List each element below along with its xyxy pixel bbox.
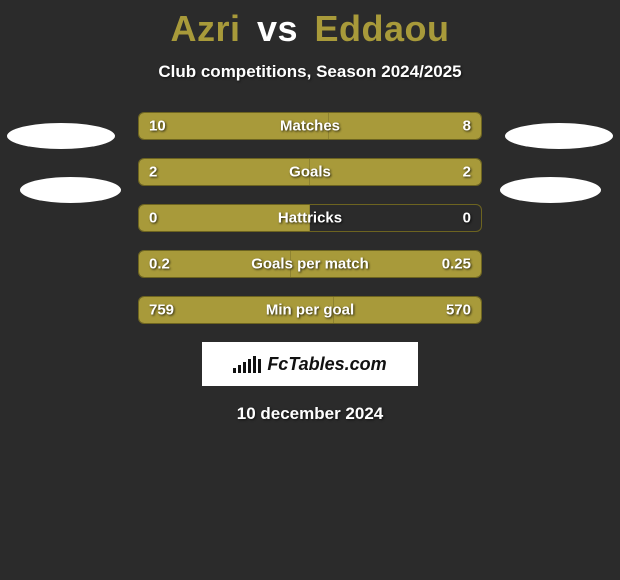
stat-value-left: 2 (149, 164, 157, 181)
photo-placeholder-blob (500, 177, 601, 203)
stat-value-left: 10 (149, 118, 166, 135)
stat-label: Goals (289, 164, 331, 181)
stat-value-left: 0 (149, 210, 157, 227)
stat-value-right: 2 (463, 164, 471, 181)
stat-label: Goals per match (251, 256, 369, 273)
stat-row: 0.2 Goals per match 0.25 (138, 250, 482, 278)
branding-text: FcTables.com (267, 354, 386, 375)
stat-row: 0 Hattricks 0 (138, 204, 482, 232)
snapshot-date: 10 december 2024 (0, 404, 620, 424)
stat-row: 10 Matches 8 (138, 112, 482, 140)
photo-placeholder-blob (20, 177, 121, 203)
photo-placeholder-blob (505, 123, 613, 149)
stat-row: 759 Min per goal 570 (138, 296, 482, 324)
stat-fill-right (329, 113, 481, 139)
branding-bars-icon (233, 355, 261, 373)
stat-fill-right (310, 159, 481, 185)
stat-label: Hattricks (278, 210, 342, 227)
player2-name: Eddaou (315, 8, 450, 49)
subtitle: Club competitions, Season 2024/2025 (0, 62, 620, 82)
stat-value-right: 8 (463, 118, 471, 135)
stat-value-right: 570 (446, 302, 471, 319)
stat-rows: 10 Matches 8 2 Goals 2 0 Hattricks 0 0.2 Goals per… (138, 112, 482, 324)
stat-value-left: 0.2 (149, 256, 170, 273)
stat-label: Matches (280, 118, 340, 135)
stat-fill-left (139, 159, 310, 185)
photo-placeholder-blob (7, 123, 115, 149)
vs-text: vs (257, 8, 298, 49)
branding-badge[interactable]: FcTables.com (202, 342, 418, 386)
player1-name: Azri (170, 8, 240, 49)
stat-value-left: 759 (149, 302, 174, 319)
comparison-title: Azri vs Eddaou (0, 0, 620, 50)
stat-row: 2 Goals 2 (138, 158, 482, 186)
stat-value-right: 0.25 (442, 256, 471, 273)
stat-label: Min per goal (266, 302, 354, 319)
stat-value-right: 0 (463, 210, 471, 227)
